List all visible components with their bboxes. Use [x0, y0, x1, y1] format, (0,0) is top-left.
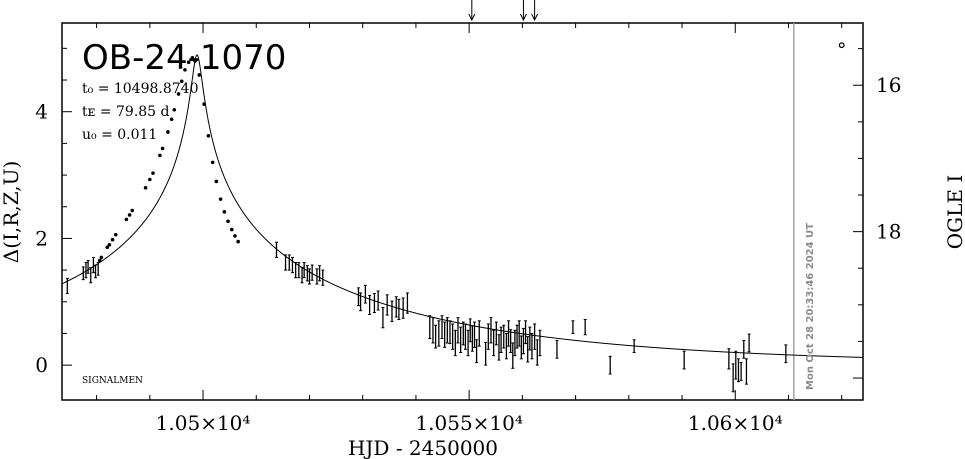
data-point	[127, 213, 132, 217]
timestamp-label: Mon Oct 28 20:33:46 2024 UT	[805, 223, 816, 390]
data-point	[193, 59, 197, 63]
param-t0: t₀ = 10498.8740	[82, 81, 198, 97]
plot-frame	[61, 22, 864, 401]
arrow-head	[519, 13, 527, 22]
axis-ticks: 1.05×10⁴ 1.055×10⁴ 1.06×10⁴ 0 2 4 16 18	[35, 23, 901, 435]
data-points	[65, 42, 845, 393]
data-point	[151, 171, 155, 175]
data-point	[148, 177, 152, 182]
x-tick-label: 1.055×10⁴	[415, 411, 522, 435]
arrow-head	[468, 13, 476, 22]
data-point	[113, 232, 118, 237]
data-point	[190, 56, 195, 60]
data-point	[197, 73, 202, 77]
event-arrows	[468, 0, 539, 22]
y-tick-label: 4	[35, 100, 48, 124]
data-point	[226, 219, 230, 224]
arrow-head	[531, 13, 539, 22]
param-te: tᴇ = 79.85 d	[82, 104, 170, 120]
data-point	[166, 130, 170, 134]
data-point	[143, 185, 148, 190]
data-point	[229, 227, 234, 232]
data-point	[169, 117, 174, 122]
event-title: OB-24-1070	[82, 38, 286, 78]
offchart-point	[838, 42, 845, 49]
data-point	[107, 242, 112, 247]
y2-tick-label: 18	[876, 220, 901, 244]
x-tick-label: 1.06×10⁴	[688, 411, 783, 435]
model-curve	[61, 54, 863, 358]
y-tick-label: 0	[35, 353, 48, 377]
y2-axis-title: OGLE I	[943, 175, 965, 250]
data-point	[160, 146, 165, 151]
y2-tick-label: 16	[876, 73, 901, 97]
data-point	[158, 153, 162, 158]
observer-label: SIGNALMEN	[82, 376, 143, 386]
x-axis-title: HJD - 2450000	[348, 436, 498, 459]
data-point	[183, 68, 187, 72]
x-tick-label: 1.05×10⁴	[156, 411, 251, 435]
data-point	[210, 160, 215, 165]
data-point	[172, 108, 177, 112]
data-point	[130, 208, 135, 213]
data-point	[214, 179, 219, 184]
data-point	[110, 237, 115, 242]
data-point	[97, 258, 102, 263]
data-point	[222, 210, 227, 214]
data-point	[233, 234, 237, 238]
y-axis-title: Δ(I,R,Z,U)	[0, 161, 23, 263]
data-point	[105, 245, 110, 250]
data-point	[99, 255, 104, 260]
param-u0: u₀ = 0.011	[82, 127, 157, 143]
data-point	[218, 197, 223, 201]
data-point	[179, 79, 184, 84]
model-line	[61, 54, 863, 358]
y-tick-label: 2	[35, 226, 48, 250]
data-point	[206, 133, 211, 138]
data-point	[202, 102, 206, 106]
data-point	[186, 60, 191, 65]
data-point	[236, 239, 240, 244]
data-point	[176, 92, 181, 96]
data-point	[124, 217, 129, 222]
